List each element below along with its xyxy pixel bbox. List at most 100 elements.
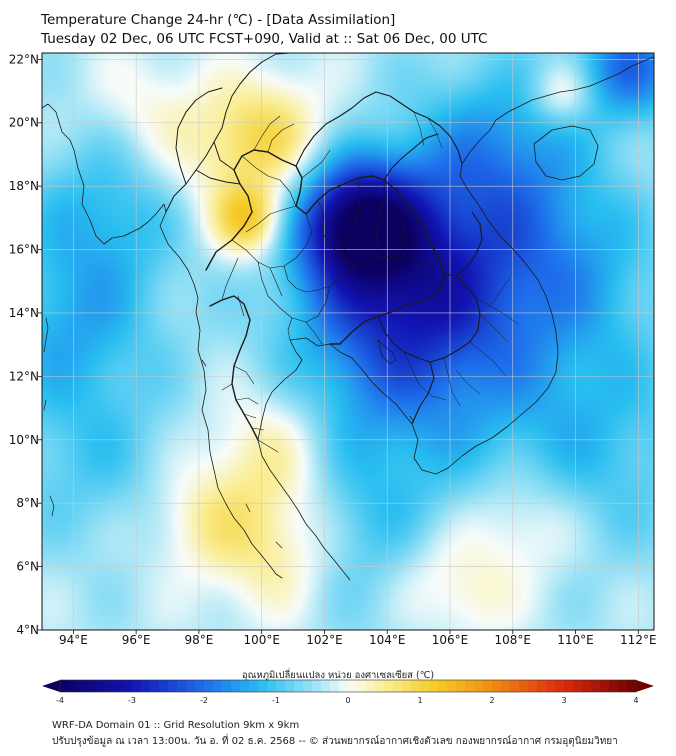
colorbar-cell bbox=[537, 680, 547, 692]
gulf-islands bbox=[201, 339, 415, 549]
lat-label: 22°N bbox=[9, 52, 39, 66]
colorbar-cell bbox=[222, 680, 232, 692]
colorbar-cell bbox=[366, 680, 376, 692]
coastline-west bbox=[42, 103, 283, 579]
colorbar-min-arrow bbox=[42, 680, 60, 692]
colorbar-cell bbox=[348, 680, 358, 692]
colorbar-tick-label: -3 bbox=[128, 696, 136, 705]
lat-label: 14°N bbox=[9, 306, 39, 320]
colorbar-cell bbox=[177, 680, 187, 692]
coastline-gulf-east bbox=[289, 56, 654, 475]
lat-label: 18°N bbox=[9, 179, 39, 193]
colorbar-cell bbox=[69, 680, 79, 692]
colorbar-tick-label: 0 bbox=[345, 696, 350, 705]
hainan-island bbox=[533, 125, 599, 181]
lon-label: 102°E bbox=[306, 633, 343, 647]
colorbar-cell bbox=[114, 680, 124, 692]
colorbar-outline bbox=[59, 679, 637, 693]
colorbar-cell bbox=[483, 680, 493, 692]
colorbar-cell bbox=[60, 680, 70, 692]
map-frame bbox=[41, 52, 655, 631]
lon-label: 104°E bbox=[369, 633, 406, 647]
cambodia-border bbox=[377, 275, 481, 425]
colorbar-cell bbox=[168, 680, 178, 692]
country-boundaries bbox=[42, 53, 654, 581]
lon-label: 112°E bbox=[620, 633, 657, 647]
map-subtitle: Tuesday 02 Dec, 06 UTC FCST+090, Valid a… bbox=[41, 31, 488, 47]
colorbar-max-arrow bbox=[636, 680, 654, 692]
lat-label: 6°N bbox=[16, 560, 39, 574]
colorbar-tick-label: -4 bbox=[56, 696, 64, 705]
lon-label: 96°E bbox=[122, 633, 151, 647]
lon-label: 94°E bbox=[59, 633, 88, 647]
colorbar-cell bbox=[519, 680, 529, 692]
colorbar-cell bbox=[150, 680, 160, 692]
colorbar-title: อุณหภูมิเปลี่ยนแปลง หน่วย องศาเซลเซียส (… bbox=[241, 670, 435, 681]
colorbar-cell bbox=[96, 680, 106, 692]
colorbar-cell bbox=[357, 680, 367, 692]
colorbar-cell bbox=[582, 680, 592, 692]
colorbar-cell bbox=[375, 680, 385, 692]
colorbar-cell bbox=[384, 680, 394, 692]
colorbar-cell bbox=[330, 680, 340, 692]
colorbar-cell bbox=[285, 680, 295, 692]
province-boundaries bbox=[221, 115, 441, 453]
colorbar-tick-label: 4 bbox=[633, 696, 638, 705]
colorbar-cell bbox=[591, 680, 601, 692]
lat-label: 4°N bbox=[16, 623, 39, 637]
colorbar-cell bbox=[402, 680, 412, 692]
lon-label: 108°E bbox=[495, 633, 532, 647]
colorbar-cell bbox=[429, 680, 439, 692]
lat-label: 8°N bbox=[16, 496, 39, 510]
colorbar-cell bbox=[501, 680, 511, 692]
colorbar-cell bbox=[231, 680, 241, 692]
colorbar-cell bbox=[600, 680, 610, 692]
colorbar-cell bbox=[573, 680, 583, 692]
colorbar-cell bbox=[474, 680, 484, 692]
colorbar-cell bbox=[249, 680, 259, 692]
colorbar-cell bbox=[321, 680, 331, 692]
colorbar-cell bbox=[528, 680, 538, 692]
colorbar-cell bbox=[123, 680, 133, 692]
coastline-gulf-west bbox=[257, 339, 351, 581]
colorbar-tick-label: 3 bbox=[561, 696, 566, 705]
graticule bbox=[42, 53, 654, 630]
colorbar-cell bbox=[159, 680, 169, 692]
colorbar: -4 -3 -2 -1 0 1 2 3 4 bbox=[42, 679, 654, 705]
axis-labels: 94°E 96°E 98°E 100°E 102°E 104°E 106°E 108°E 110… bbox=[9, 52, 657, 647]
provinces-east bbox=[403, 111, 519, 407]
colorbar-cell bbox=[78, 680, 88, 692]
andaman-islands bbox=[43, 317, 55, 517]
colorbar-cell bbox=[303, 680, 313, 692]
colorbar-tick-label: 1 bbox=[417, 696, 422, 705]
lon-label: 100°E bbox=[243, 633, 280, 647]
colorbar-tick-label: -2 bbox=[200, 696, 208, 705]
colorbar-cell bbox=[276, 680, 286, 692]
colorbar-cell bbox=[267, 680, 277, 692]
colorbar-cell bbox=[87, 680, 97, 692]
footer-credit: ปรับปรุงข้อมูล ณ เวลา 13:00น. วัน อ. ที่… bbox=[52, 736, 618, 747]
colorbar-cell bbox=[555, 680, 565, 692]
colorbar-cell bbox=[393, 680, 403, 692]
colorbar-cell bbox=[510, 680, 520, 692]
colorbar-cell bbox=[609, 680, 619, 692]
colorbar-cell bbox=[438, 680, 448, 692]
colorbar-cell bbox=[456, 680, 466, 692]
colorbar-cell bbox=[546, 680, 556, 692]
colorbar-cell bbox=[465, 680, 475, 692]
colorbar-cell bbox=[240, 680, 250, 692]
colorbar-cell bbox=[258, 680, 268, 692]
colorbar-cell bbox=[312, 680, 322, 692]
colorbar-cell bbox=[186, 680, 196, 692]
lon-label: 110°E bbox=[557, 633, 594, 647]
lat-label: 16°N bbox=[9, 243, 39, 257]
lon-label: 98°E bbox=[184, 633, 213, 647]
footer-domain-info: WRF-DA Domain 01 :: Grid Resolution 9km … bbox=[52, 720, 300, 731]
lat-label: 10°N bbox=[9, 433, 39, 447]
colorbar-cell bbox=[411, 680, 421, 692]
colorbar-tick-label: -1 bbox=[272, 696, 280, 705]
colorbar-cell bbox=[294, 680, 304, 692]
colorbar-cell bbox=[627, 680, 637, 692]
colorbar-cell bbox=[420, 680, 430, 692]
